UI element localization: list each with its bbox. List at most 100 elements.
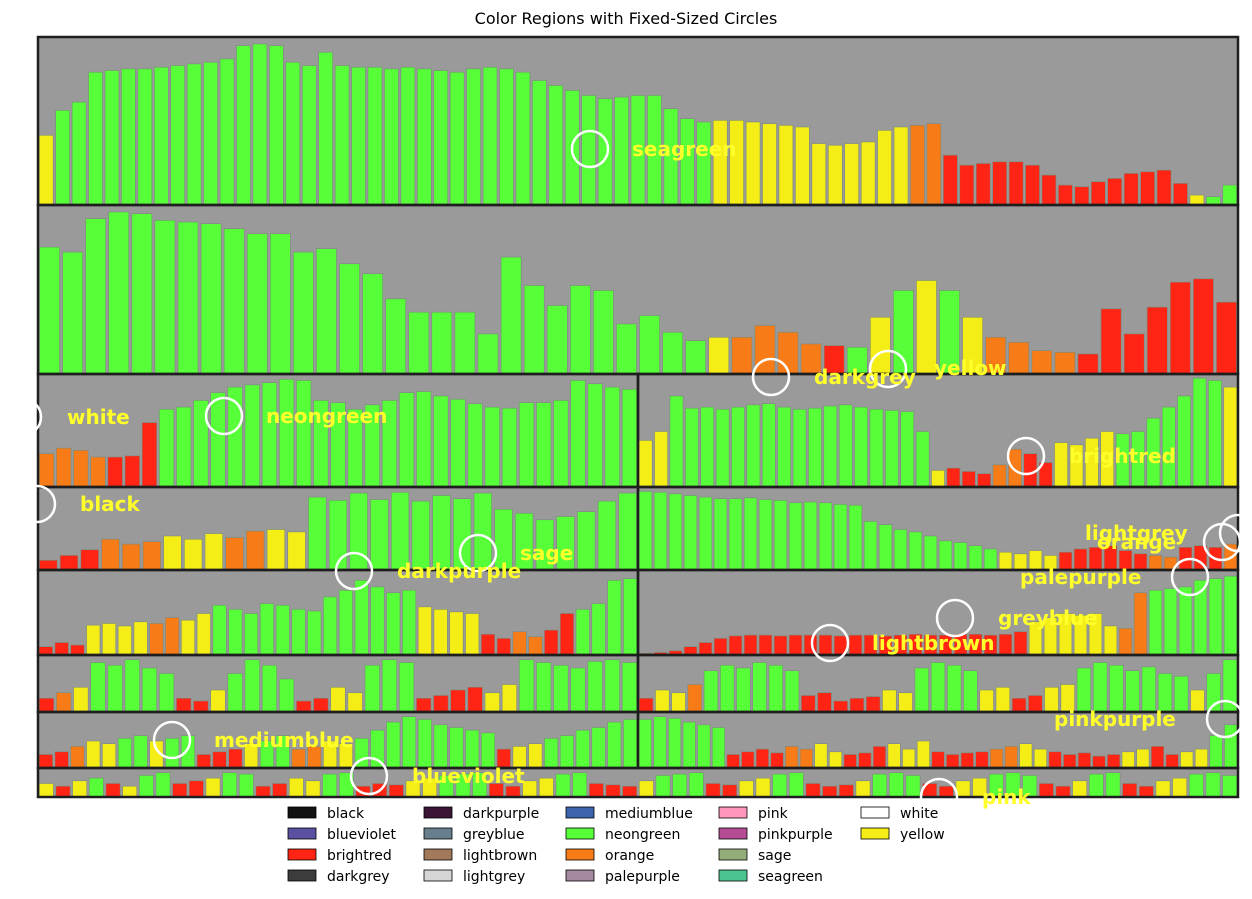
region-bar: [131, 213, 153, 375]
region-bar: [1122, 783, 1138, 798]
region-bar: [1103, 625, 1118, 656]
legend-label: lightgrey: [463, 869, 525, 885]
region-bar: [210, 689, 226, 713]
region-bar: [370, 499, 389, 571]
region-bar: [158, 408, 175, 488]
region-bar: [449, 611, 464, 656]
region-bar: [1008, 448, 1022, 488]
region-bar: [1107, 754, 1121, 769]
region-bar: [953, 542, 968, 571]
region-bar: [1216, 301, 1237, 375]
region-bar: [931, 751, 945, 769]
region-bar: [1025, 164, 1040, 206]
region-bar: [38, 783, 54, 798]
region-bar: [450, 689, 466, 713]
region-bar: [203, 61, 218, 206]
legend-swatch: [718, 869, 748, 882]
circle-pinkpurple: [1205, 699, 1242, 739]
region-bar: [698, 496, 713, 571]
region-bar: [975, 751, 989, 769]
region-bar: [219, 58, 235, 206]
region-bar: [105, 783, 121, 798]
region-bar: [687, 684, 702, 713]
region-bar: [301, 65, 317, 206]
region-bar: [905, 775, 921, 798]
region-bar: [1105, 772, 1121, 798]
region-bar: [1028, 695, 1043, 713]
region-bar: [482, 66, 498, 206]
region-bar: [575, 729, 590, 769]
region-bar: [431, 311, 453, 375]
region-bar: [212, 604, 227, 656]
region-bar: [386, 721, 401, 769]
region-bar: [591, 727, 606, 769]
region-bar: [885, 410, 899, 488]
region-bar: [496, 638, 511, 656]
region-bar: [597, 500, 617, 571]
region-bar: [671, 692, 686, 713]
region-bar: [729, 120, 744, 206]
region-bar: [512, 631, 527, 656]
region-bar: [795, 126, 810, 206]
region-bar: [351, 66, 366, 206]
panel-band-5a: [36, 568, 640, 657]
region-bar: [638, 440, 653, 488]
circle-sage: [458, 533, 498, 573]
region-bar: [238, 773, 254, 798]
region-bar: [180, 619, 196, 656]
region-bar: [614, 96, 629, 206]
region-bar: [170, 65, 186, 206]
region-bar: [155, 772, 171, 798]
region-bar: [212, 751, 227, 769]
region-bar: [236, 45, 251, 206]
region-bar: [587, 383, 603, 488]
region-bar: [623, 719, 638, 769]
region-bar: [400, 66, 416, 206]
label-black: black: [80, 492, 141, 516]
region-bar: [848, 634, 863, 656]
region-bar: [416, 391, 432, 488]
region-bar: [1055, 785, 1071, 798]
circle-neongreen: [204, 396, 244, 436]
region-bar: [1178, 586, 1193, 656]
region-bar: [593, 290, 614, 375]
region-bar: [865, 696, 881, 713]
legend-swatch: [718, 848, 748, 861]
circle-markers: [34, 129, 1242, 807]
region-bar: [117, 625, 132, 656]
region-bar: [743, 634, 758, 656]
region-bar: [931, 470, 945, 488]
region-bar: [1109, 664, 1124, 713]
region-bar: [1192, 377, 1207, 488]
region-bar: [900, 411, 915, 488]
region-bar: [244, 659, 260, 713]
region-bar: [773, 635, 788, 656]
legend-label: lightbrown: [463, 848, 537, 864]
region-bar: [758, 634, 773, 656]
legend-swatch: [287, 806, 317, 819]
region-bar: [833, 700, 848, 713]
legend-swatch: [423, 827, 453, 840]
region-bar: [163, 535, 182, 571]
region-bar: [975, 163, 991, 206]
region-bar: [528, 743, 543, 769]
circle-yellow: [868, 349, 908, 389]
region-bar: [417, 606, 432, 656]
legend-label: black: [327, 806, 365, 822]
region-bar: [138, 775, 154, 798]
region-bar: [621, 662, 638, 713]
region-bar: [339, 263, 360, 375]
legend-label: white: [900, 806, 938, 822]
region-bar: [117, 737, 132, 769]
region-bar: [662, 331, 683, 375]
region-bar: [755, 777, 771, 798]
region-bar: [54, 642, 69, 656]
region-bar: [553, 664, 569, 713]
region-bar: [1125, 670, 1140, 713]
legend-entry-pinkpurple: pinkpurple: [718, 827, 833, 843]
region-bar: [838, 784, 854, 798]
region-bar: [1092, 755, 1106, 769]
region-bar: [761, 403, 776, 488]
region-bar: [1033, 748, 1047, 769]
region-bar: [544, 737, 559, 769]
